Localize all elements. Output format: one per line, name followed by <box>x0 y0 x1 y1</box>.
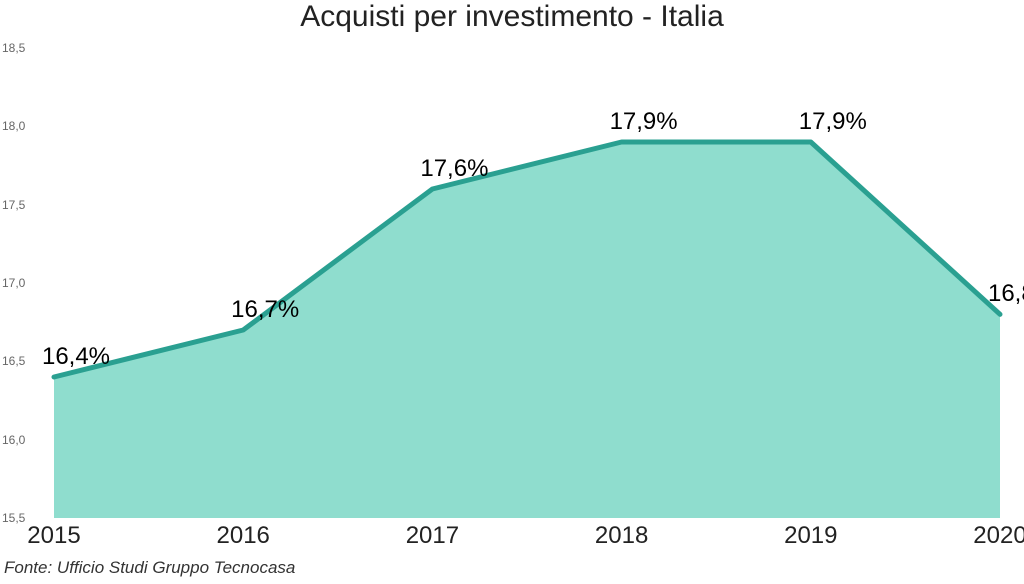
chart-container: Acquisti per investimento - Italia Fonte… <box>0 0 1024 584</box>
data-label: 17,6% <box>420 155 488 183</box>
x-axis-tick: 2018 <box>595 522 648 550</box>
y-axis-tick: 16,5 <box>2 354 25 368</box>
x-axis-tick: 2016 <box>216 522 269 550</box>
data-label: 16,7% <box>231 296 299 324</box>
y-axis-tick: 17,5 <box>2 198 25 212</box>
y-axis-tick: 15,5 <box>2 511 25 525</box>
y-axis-tick: 17,0 <box>2 276 25 290</box>
area-fill <box>54 142 1000 518</box>
x-axis-tick: 2017 <box>406 522 459 550</box>
y-axis-tick: 16,0 <box>2 433 25 447</box>
x-axis-tick: 2019 <box>784 522 837 550</box>
data-label: 16,4% <box>42 343 110 371</box>
data-label: 16,8% <box>988 280 1024 308</box>
data-label: 17,9% <box>610 108 678 136</box>
x-axis-tick: 2015 <box>27 522 80 550</box>
y-axis-tick: 18,0 <box>2 119 25 133</box>
area-chart-svg <box>0 0 1024 584</box>
x-axis-tick: 2020 <box>973 522 1024 550</box>
data-label: 17,9% <box>799 108 867 136</box>
source-note: Fonte: Ufficio Studi Gruppo Tecnocasa <box>4 558 295 578</box>
y-axis-tick: 18,5 <box>2 41 25 55</box>
